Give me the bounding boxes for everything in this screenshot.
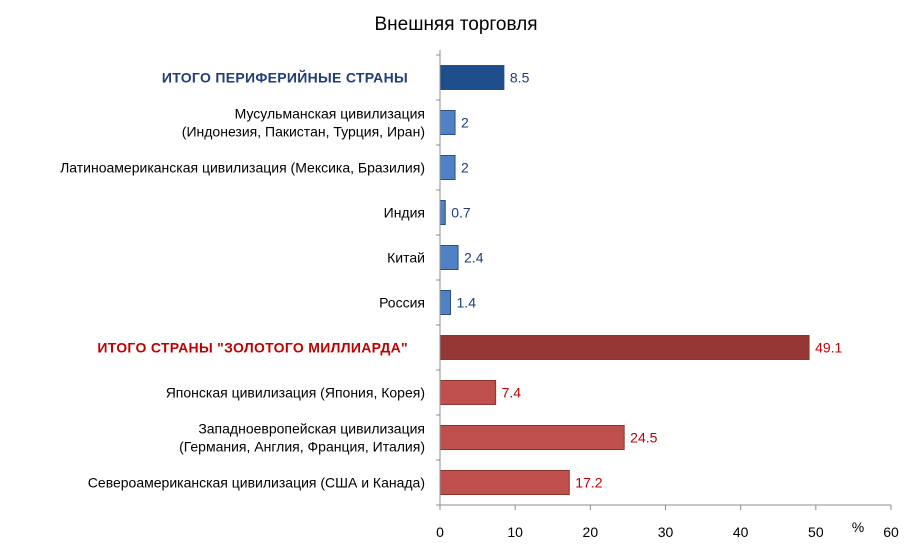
chart-title: Внешняя торговля [374, 14, 537, 35]
category-label: Японская цивилизация (Япония, Корея) [166, 385, 425, 401]
bar [439, 290, 452, 315]
x-tick-label: 30 [658, 524, 674, 540]
bar-value-label: 1.4 [457, 295, 477, 311]
category-label: Североамериканская цивилизация (США и Ка… [88, 475, 425, 491]
bar-value-label: 17.2 [575, 475, 602, 491]
bar [439, 335, 810, 360]
x-tick-label: 20 [583, 524, 599, 540]
bars-layer: 8.5 ИТОГО ПЕРИФЕРИЙНЫЕ СТРАНЫ 2 Мусульманск… [60, 65, 843, 495]
bar-value-label: 24.5 [630, 430, 657, 446]
category-label: Китай [387, 250, 425, 266]
bar-value-label: 8.5 [510, 70, 530, 86]
category-label: Латиноамериканская цивилизация (Мексика,… [60, 160, 425, 176]
bar-value-label: 7.4 [502, 385, 522, 401]
category-label: Западноевропейская цивилизация [198, 421, 425, 437]
x-axis: 0 10 20 30 40 50 60 [436, 50, 899, 540]
bar-value-label: 0.7 [451, 205, 471, 221]
bar-value-label: 49.1 [815, 340, 842, 356]
bar-value-label: 2.4 [464, 250, 484, 266]
bar-value-label: 2 [461, 115, 469, 131]
category-label: Россия [379, 295, 425, 311]
bar [439, 245, 459, 270]
category-label: ИТОГО СТРАНЫ "ЗОЛОТОГО МИЛЛИАРДА" [97, 340, 408, 356]
x-tick-label: 10 [507, 524, 523, 540]
bar [439, 380, 497, 405]
x-axis-unit-label: % [852, 519, 864, 535]
bar [439, 65, 505, 90]
bar [439, 110, 456, 135]
category-label: ИТОГО ПЕРИФЕРИЙНЫЕ СТРАНЫ [162, 69, 408, 86]
bar-value-label: 2 [461, 160, 469, 176]
category-label: (Индонезия, Пакистан, Турция, Иран) [182, 124, 425, 140]
bar [439, 155, 456, 180]
bar [439, 470, 570, 495]
x-tick-label: 40 [733, 524, 749, 540]
category-label: Индия [384, 205, 425, 221]
bar [439, 200, 446, 225]
bar [439, 425, 625, 450]
category-label: (Германия, Англия, Франция, Италия) [179, 439, 425, 455]
x-tick-label: 50 [808, 524, 824, 540]
x-tick-label: 60 [883, 524, 899, 540]
category-label: Мусульманская цивилизация [235, 106, 425, 122]
x-tick-label: 0 [436, 524, 444, 540]
